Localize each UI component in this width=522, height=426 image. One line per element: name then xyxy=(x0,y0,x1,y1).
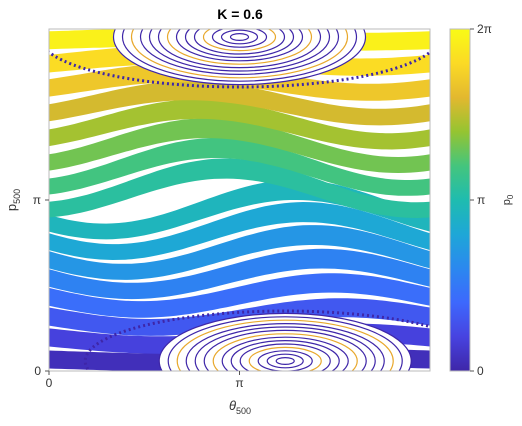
island-orbit xyxy=(230,340,340,371)
phase-band xyxy=(49,158,430,218)
island-orbit xyxy=(157,29,322,69)
island-orbit xyxy=(166,29,313,65)
phase-band xyxy=(49,118,430,173)
island-orbit xyxy=(130,29,349,79)
phase-band xyxy=(49,202,430,260)
island-orbit xyxy=(176,319,394,371)
island-orbit xyxy=(121,29,358,82)
y-label-main: p xyxy=(4,204,19,211)
phase-band xyxy=(49,225,430,280)
chart-title: K = 0.6 xyxy=(217,6,263,22)
colorbar-label: p0 xyxy=(501,194,515,205)
phase-band xyxy=(49,248,430,300)
phase-band xyxy=(49,99,430,150)
x-label-main: θ xyxy=(229,398,236,413)
island-orbit xyxy=(266,353,304,369)
colorbar-tick-label: π xyxy=(477,193,485,207)
x-axis-label: θ500 xyxy=(229,398,251,416)
phase-band xyxy=(49,273,430,318)
island-orbit xyxy=(239,343,331,371)
island-orbit xyxy=(211,29,268,48)
x-tick-label: 0 xyxy=(46,376,53,390)
phase-bands xyxy=(49,29,430,371)
island-orbit xyxy=(167,316,403,371)
island-orbit xyxy=(158,312,412,371)
colorbar xyxy=(449,28,471,372)
island-orbit xyxy=(212,333,358,371)
island-orbit xyxy=(257,350,313,371)
island-orbit xyxy=(184,29,295,58)
island-orbit xyxy=(139,29,340,75)
island-orbit xyxy=(275,357,295,366)
y-label-sub: 500 xyxy=(12,189,22,204)
island-orbit xyxy=(220,29,259,45)
island-orbit xyxy=(221,336,349,371)
island-orbit xyxy=(148,29,331,72)
x-label-sub: 500 xyxy=(236,406,251,416)
y-tick-label: π xyxy=(33,193,41,207)
x-tick-label: π xyxy=(235,376,243,390)
y-tick-label: 0 xyxy=(34,364,41,378)
colorbar-tick-label: 2π xyxy=(477,22,492,36)
colorbar-tick-label: 0 xyxy=(477,364,484,378)
island-orbit xyxy=(248,346,322,371)
phase-band xyxy=(49,80,430,126)
island-orbit xyxy=(175,29,304,62)
y-axis-label: p500 xyxy=(4,189,22,211)
island-orbit xyxy=(185,323,385,371)
phase-band xyxy=(49,137,430,196)
island-orbit xyxy=(203,329,367,371)
island-orbit xyxy=(229,32,250,41)
island-orbit xyxy=(193,29,286,55)
colorbar-label-main: p xyxy=(501,199,513,205)
colorbar-label-sub: 0 xyxy=(506,194,515,199)
island-orbit xyxy=(202,29,277,52)
island-orbit xyxy=(194,326,376,371)
